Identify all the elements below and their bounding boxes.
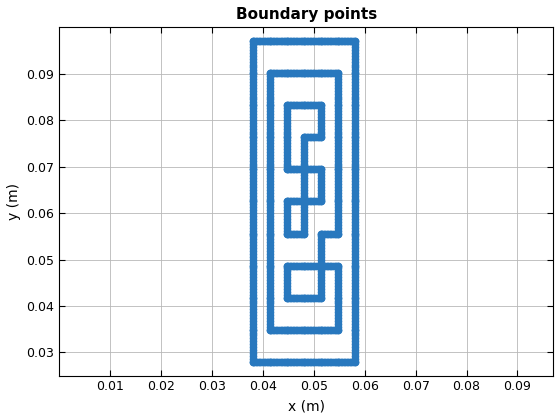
Y-axis label: y (m): y (m)	[7, 183, 21, 220]
X-axis label: x (m): x (m)	[288, 399, 325, 413]
Title: Boundary points: Boundary points	[236, 7, 377, 22]
